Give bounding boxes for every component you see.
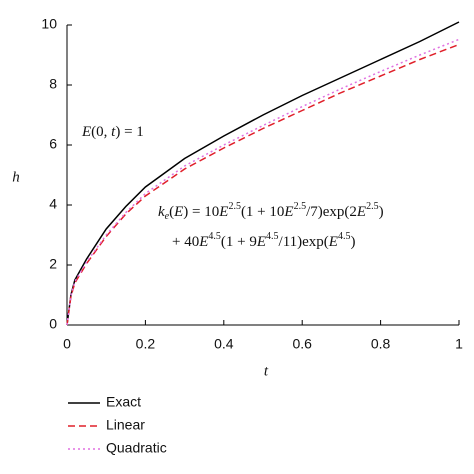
annotation-part: (1 + 9 — [221, 234, 257, 250]
annotation-part: /11)exp( — [279, 234, 329, 250]
annotation-part: ) = 1 — [115, 124, 143, 140]
annotation-part: E — [218, 204, 228, 220]
annotation-part: E — [256, 234, 266, 250]
annotation-part: 4.5 — [208, 231, 221, 242]
annotation-part: t — [111, 124, 116, 140]
y-axis-label: h — [12, 169, 20, 185]
annotation-part: (0, — [91, 124, 111, 140]
annotation-part: 2.5 — [294, 201, 307, 212]
annotation-part: + 40 — [172, 234, 199, 250]
series-line — [66, 38, 460, 326]
x-axis-label: t — [264, 363, 269, 379]
annotation: E(0, t) = 1 — [81, 124, 144, 140]
annotation-part: E — [198, 234, 208, 250]
y-tick-label: 2 — [49, 256, 57, 272]
annotation-part: ( — [169, 204, 174, 220]
legend-label: Exact — [106, 394, 141, 410]
annotation: ke(E) = 10E2.5(1 + 10E2.5/7)exp(2E2.5) — [158, 201, 384, 222]
annotation-part: (1 + 10 — [241, 204, 284, 220]
x-tick-label: 0.2 — [136, 336, 156, 352]
legend-label: Linear — [106, 417, 145, 433]
x-tick-label: 0.8 — [371, 336, 391, 352]
x-tick-label: 0 — [63, 336, 71, 352]
annotation-part: E — [328, 234, 338, 250]
annotation-part: E — [81, 124, 91, 140]
annotation-part: ) = 10 — [183, 204, 219, 220]
annotation-part: 4.5 — [266, 231, 279, 242]
y-tick-label: 4 — [49, 196, 57, 212]
annotation-part: 4.5 — [338, 231, 351, 242]
annotation-part: E — [356, 204, 366, 220]
annotation-part: 2.5 — [366, 201, 379, 212]
series-line — [66, 21, 460, 326]
y-tick-label: 0 — [49, 316, 57, 332]
annotation-part: ) — [379, 204, 384, 220]
annotation-part: ) — [350, 234, 355, 250]
annotation-part: E — [173, 204, 183, 220]
x-tick-label: 1 — [455, 336, 463, 352]
annotation-part: E — [283, 204, 293, 220]
legend-label: Quadratic — [106, 440, 167, 456]
annotation-part: /7)exp(2 — [306, 204, 357, 220]
annotation-part: k — [158, 204, 165, 220]
series-line — [66, 43, 460, 326]
y-tick-label: 6 — [49, 136, 57, 152]
x-tick-label: 0.4 — [214, 336, 234, 352]
annotation-part: 2.5 — [228, 201, 241, 212]
x-tick-label: 0.6 — [292, 336, 312, 352]
annotation-part: e — [165, 211, 170, 222]
y-tick-label: 8 — [49, 76, 57, 92]
y-tick-label: 10 — [41, 16, 57, 32]
annotation: + 40E4.5(1 + 9E4.5/11)exp(E4.5) — [172, 231, 355, 250]
